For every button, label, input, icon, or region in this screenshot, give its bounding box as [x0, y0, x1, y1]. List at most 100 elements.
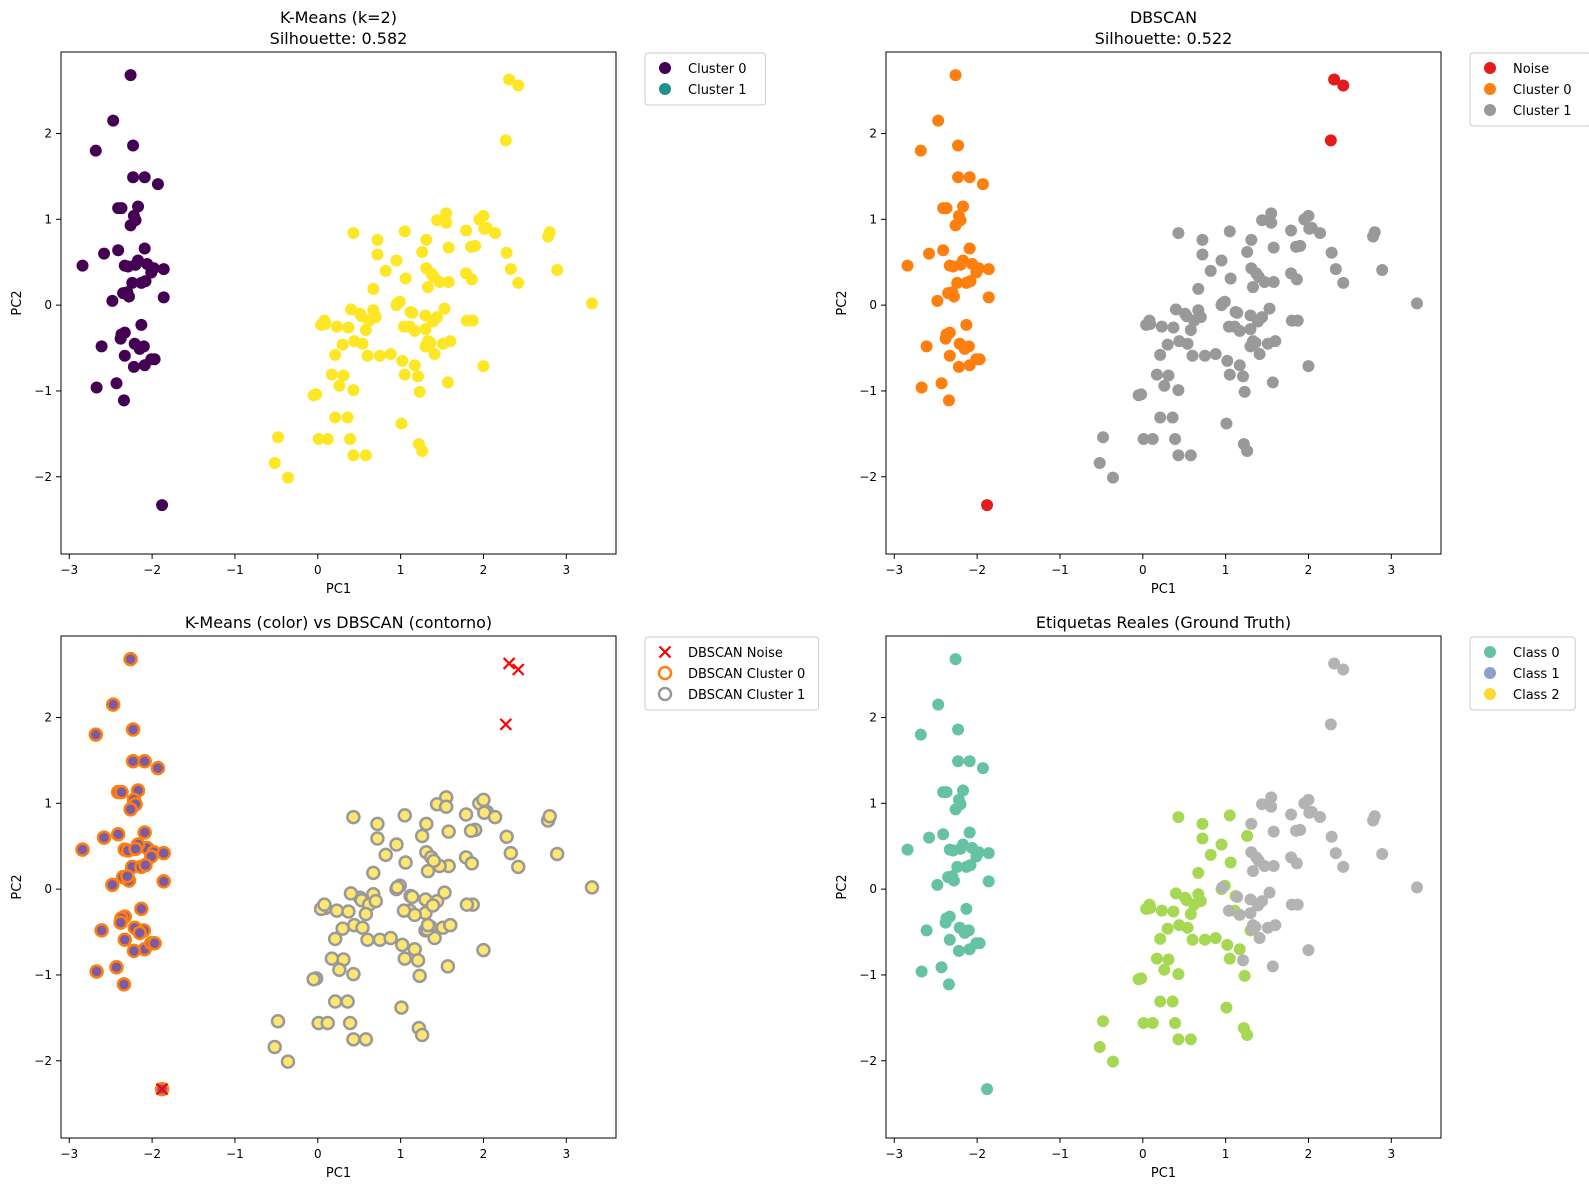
point-class-0	[960, 902, 973, 915]
y-tick-label: −1	[859, 968, 877, 982]
point-cluster-1	[421, 281, 434, 294]
point-class-0	[976, 762, 989, 775]
point-ring	[332, 962, 347, 978]
point-class-2	[1266, 960, 1279, 973]
point-class-1	[1143, 898, 1156, 911]
point-cluster-1	[361, 349, 374, 362]
point-cluster-1	[1376, 263, 1389, 276]
point-cluster-0	[920, 340, 933, 353]
point-cluster-1	[371, 233, 384, 246]
point-cluster-0	[135, 318, 148, 331]
x-tick-label: −3	[885, 563, 903, 577]
point-cluster-0	[951, 276, 964, 289]
point-ring	[346, 1032, 361, 1047]
point-cluster-1	[419, 323, 432, 336]
point-cluster-0	[76, 259, 89, 272]
point-ring	[120, 869, 135, 884]
point-cluster-0	[148, 353, 161, 366]
point-cluster-1	[1222, 320, 1235, 333]
point-cluster-1	[1221, 354, 1234, 367]
point-cluster-1	[1143, 314, 1156, 327]
point-cluster-1	[356, 337, 369, 350]
point-cluster-1	[503, 73, 516, 86]
y-tick-label: 0	[44, 882, 52, 896]
point-cluster-1	[512, 79, 525, 92]
chart-title: K-Means (color) vs DBSCAN (contorno)	[185, 613, 492, 632]
point-cluster-0	[126, 276, 139, 289]
point-cluster-1	[465, 240, 478, 253]
subplot-2: DBSCAN Silhouette: 0.522 −3 −2 −1 0 1 2 3 −2 −1 0 1 2…	[835, 8, 1589, 597]
point-cluster-1	[438, 302, 451, 315]
legend: Class 0 Class 1 Class 2	[1469, 636, 1576, 711]
point-cluster-0	[949, 69, 962, 82]
point-class-1	[1184, 908, 1197, 921]
point-ring	[499, 829, 514, 845]
point-class-2	[1329, 847, 1342, 860]
x-tick-label: 3	[1387, 563, 1395, 577]
point-cluster-1	[395, 417, 408, 430]
point-cluster-1	[307, 389, 320, 402]
point-class-1	[1221, 938, 1234, 951]
point-cluster-1	[344, 433, 357, 446]
point-cluster-1	[384, 348, 397, 361]
point-cluster-1	[1196, 233, 1209, 246]
legend-marker-dbscan-cluster-0	[657, 665, 673, 681]
point-ring	[355, 920, 370, 936]
point-class-0	[939, 916, 952, 929]
plot-frame	[885, 635, 1442, 1139]
point-cluster-1	[1196, 248, 1209, 261]
point-class-1	[1220, 1001, 1233, 1014]
point-ring	[420, 917, 436, 933]
point-class-1	[1192, 866, 1205, 879]
y-tick-label: 0	[869, 298, 877, 312]
point-cluster-1	[333, 379, 346, 392]
point-ring	[404, 889, 420, 905]
point-cluster-1	[431, 214, 444, 227]
point-cluster-1	[504, 263, 517, 276]
point-class-2	[1267, 825, 1280, 838]
point-ring	[117, 932, 133, 948]
point-cluster-1	[1238, 385, 1251, 398]
point-class-0	[982, 847, 995, 860]
point-cluster-1	[391, 297, 404, 310]
point-ring	[378, 847, 393, 863]
point-class-0	[958, 926, 971, 939]
point-class-0	[952, 723, 965, 736]
point-cluster-1	[1251, 315, 1264, 328]
point-cluster-0	[976, 178, 989, 191]
legend-marker-cluster-0	[659, 62, 671, 74]
point-ring	[267, 1039, 282, 1055]
x-tick-label: −3	[60, 1147, 78, 1161]
plot-area	[886, 52, 1441, 554]
point-ring	[458, 807, 474, 822]
point-cluster-1	[428, 348, 441, 361]
legend: Cluster 0 Cluster 1	[644, 52, 766, 106]
point-cluster-1	[1267, 241, 1280, 254]
x-tick-label: −3	[60, 563, 78, 577]
y-axis-label: PC2	[835, 874, 850, 899]
point-class-1	[1154, 995, 1167, 1008]
point-cluster-0	[954, 258, 967, 271]
point-class-0	[915, 965, 928, 978]
point-cluster-1	[442, 241, 455, 254]
point-ring	[441, 824, 456, 839]
y-tick-label: 1	[44, 796, 52, 810]
point-ring	[116, 977, 132, 992]
point-ring	[397, 951, 413, 966]
point-class-2	[1245, 817, 1258, 830]
point-cluster-0	[127, 171, 140, 184]
x-tick-label: 3	[562, 563, 570, 577]
point-ring	[156, 874, 171, 889]
point-cluster-1	[1216, 297, 1229, 310]
point-noise-x	[499, 718, 513, 731]
legend-marker-cluster-0	[1484, 83, 1496, 95]
point-class-1	[1158, 963, 1171, 976]
x-tick-label: 2	[480, 563, 488, 577]
point-ring	[394, 1000, 409, 1015]
point-class-2	[1237, 954, 1250, 967]
point-cluster-1	[1269, 335, 1282, 348]
point-class-0	[920, 924, 933, 937]
point-class-1	[1196, 817, 1209, 830]
point-cluster-1	[330, 320, 343, 333]
